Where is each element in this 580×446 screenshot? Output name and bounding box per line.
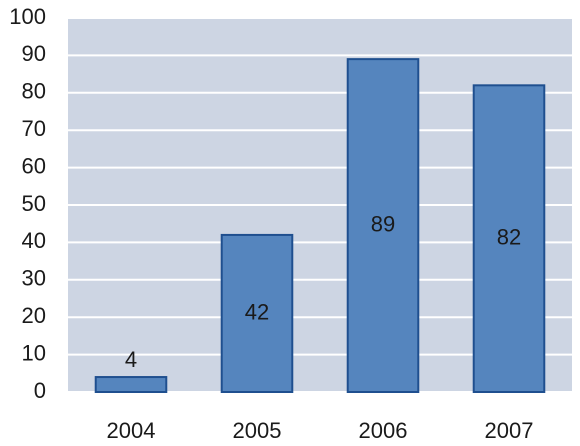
y-tick-label: 80	[22, 79, 46, 104]
x-tick-label: 2004	[107, 418, 156, 443]
x-tick-label: 2006	[359, 418, 408, 443]
bar	[220, 233, 294, 393]
x-tick-label: 2005	[233, 418, 282, 443]
y-tick-label: 20	[22, 303, 46, 328]
bar	[346, 58, 420, 393]
value-label: 82	[497, 224, 521, 249]
y-tick-label: 50	[22, 191, 46, 216]
y-tick-label: 90	[22, 41, 46, 66]
y-tick-label: 70	[22, 116, 46, 141]
y-tick-label: 60	[22, 153, 46, 178]
value-label: 4	[125, 347, 137, 372]
y-tick-label: 10	[22, 340, 46, 365]
y-tick-label: 30	[22, 266, 46, 291]
bar	[94, 376, 168, 394]
x-tick-label: 2007	[485, 418, 534, 443]
value-label: 42	[245, 299, 269, 324]
y-tick-label: 40	[22, 228, 46, 253]
bar	[472, 84, 546, 393]
value-label: 89	[371, 211, 395, 236]
y-tick-label: 0	[34, 378, 46, 403]
y-tick-label: 100	[9, 4, 46, 29]
